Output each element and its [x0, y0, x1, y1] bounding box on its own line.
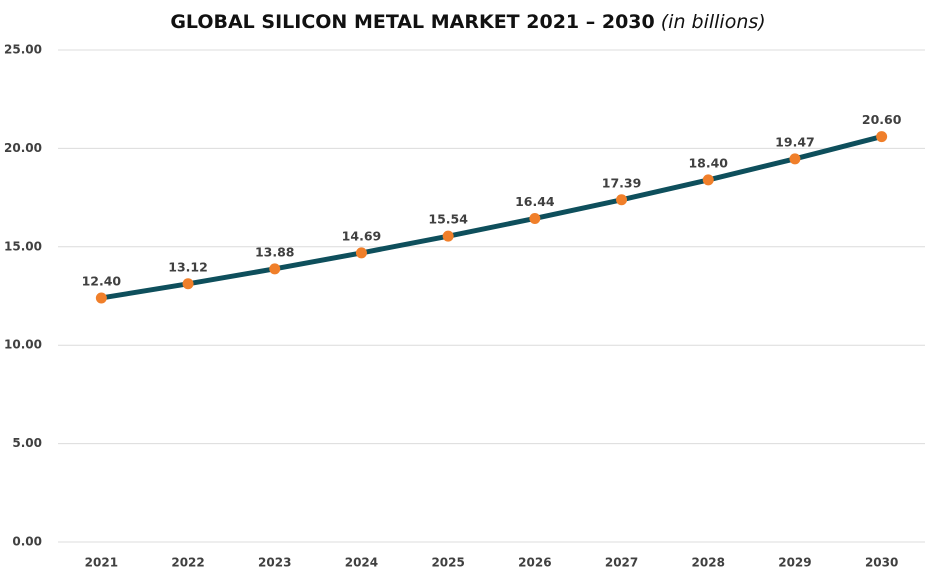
- marker: [529, 212, 541, 224]
- chart-title: GLOBAL SILICON METAL MARKET 2021 – 2030 (…: [170, 11, 765, 33]
- x-tick-label: 2028: [692, 556, 725, 570]
- y-tick-label: 10.00: [4, 338, 42, 352]
- y-tick-label: 5.00: [12, 436, 42, 450]
- data-label: 14.69: [342, 228, 382, 243]
- y-tick-label: 25.00: [4, 43, 42, 57]
- x-tick-label: 2026: [518, 556, 551, 570]
- marker: [442, 230, 454, 242]
- x-tick-label: 2027: [605, 556, 638, 570]
- data-label: 20.60: [862, 112, 902, 127]
- y-tick-label: 15.00: [4, 239, 42, 253]
- y-tick-label: 0.00: [12, 535, 42, 549]
- data-label: 12.40: [82, 273, 122, 288]
- data-label: 19.47: [775, 134, 815, 149]
- marker: [95, 292, 107, 304]
- x-tick-label: 2021: [85, 556, 118, 570]
- data-label: 17.39: [602, 175, 642, 190]
- data-label: 15.54: [428, 212, 468, 227]
- marker: [355, 247, 367, 259]
- y-tick-label: 20.00: [4, 141, 42, 155]
- marker: [616, 194, 628, 206]
- marker: [269, 263, 281, 275]
- title-main: GLOBAL SILICON METAL MARKET 2021 – 2030: [170, 11, 654, 33]
- marker: [702, 174, 714, 186]
- data-label: 13.12: [168, 259, 208, 274]
- marker: [182, 278, 194, 290]
- marker: [876, 131, 888, 143]
- title-unit: (in billions): [661, 11, 766, 33]
- x-tick-label: 2029: [778, 556, 811, 570]
- x-tick-label: 2023: [258, 556, 291, 570]
- marker: [789, 153, 801, 165]
- x-tick-label: 2025: [431, 556, 464, 570]
- x-tick-label: 2022: [171, 556, 204, 570]
- data-label: 13.88: [255, 244, 295, 259]
- data-label: 16.44: [515, 194, 555, 209]
- data-label: 18.40: [688, 155, 728, 170]
- line: [100, 134, 883, 301]
- x-tick-label: 2024: [345, 556, 378, 570]
- x-tick-label: 2030: [865, 556, 898, 570]
